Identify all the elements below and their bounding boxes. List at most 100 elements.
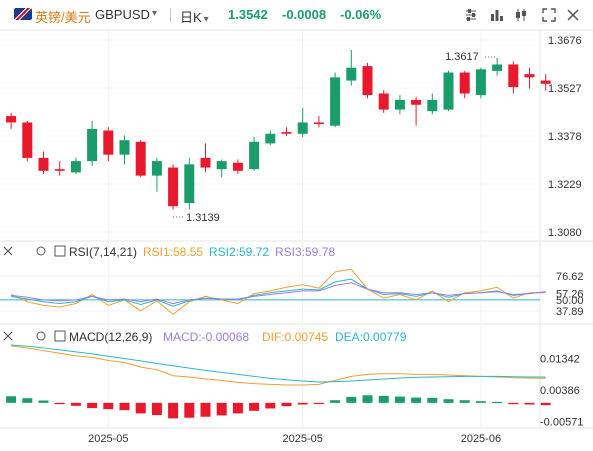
macd-histogram-bar [297, 402, 308, 405]
macd-histogram-bar [6, 396, 17, 403]
macd-histogram-bar [443, 399, 454, 403]
last-price: 1.3542 [228, 7, 268, 22]
macd-histogram-bar [394, 396, 405, 403]
candle-body [103, 130, 114, 155]
macd-line-dea [11, 344, 546, 383]
macd-axis-label: 0.01342 [540, 353, 580, 365]
macd-histogram-bar [200, 402, 211, 417]
bar-chart-icon[interactable] [490, 8, 504, 25]
price-axis-label: 1.3080 [548, 227, 582, 239]
rsi-header: RSI(7,14,21) [69, 245, 137, 259]
candle-body [378, 93, 389, 110]
macd-grid-icon [54, 330, 66, 342]
macd-histogram-bar [265, 402, 276, 409]
candle-body [297, 122, 308, 134]
interval-label: 日K [180, 10, 202, 25]
candle-body [135, 141, 146, 176]
rsi-legend-2: RSI2:59.72 [209, 245, 269, 259]
rsi-line-rsi3 [11, 282, 546, 305]
macd-legend-2: DIF:0.00745 [262, 330, 328, 344]
candle-body [330, 77, 341, 126]
macd-histogram-bar [216, 402, 227, 416]
macd-collapse-icon [3, 331, 13, 341]
candle-body [508, 64, 519, 88]
candle-body [492, 64, 503, 71]
macd-legend-1: MACD:-0.00068 [163, 330, 249, 344]
macd-axis-label: 0.00386 [540, 385, 580, 397]
macd-histogram-bar [524, 402, 535, 405]
candle-body [459, 72, 470, 94]
macd-settings-icon [36, 331, 46, 341]
macd-histogram-bar [411, 397, 422, 403]
gbp-usd-flag-icon [14, 8, 32, 20]
candle-body [216, 161, 227, 170]
rsi-axis-label: 50.00 [556, 295, 584, 307]
interval-caret-icon: ▾ [203, 14, 209, 25]
interval-selector[interactable]: 日K ▾ [180, 7, 209, 26]
macd-axis-label: -0.00571 [540, 417, 583, 429]
rsi-line-rsi2 [11, 278, 546, 307]
macd-histogram-bar [184, 402, 195, 418]
macd-histogram-bar [22, 398, 33, 403]
rsi-grid-icon [54, 245, 66, 257]
macd-histogram-bar [540, 402, 551, 406]
macd-histogram-bar [38, 400, 49, 403]
candle-body [119, 140, 130, 155]
rsi-line-rsi1 [10, 268, 546, 316]
candle-body [151, 161, 162, 176]
macd-histogram-bar [492, 401, 503, 404]
candle-body [281, 132, 292, 134]
time-axis-label: 2025-06 [461, 433, 501, 445]
settings-sliders-icon[interactable] [464, 8, 478, 25]
price-axis-label: 1.3527 [548, 83, 582, 95]
candle-body [6, 116, 17, 123]
candlestick-icon[interactable] [514, 8, 528, 25]
high-annotation: 1.3617 [445, 51, 479, 63]
time-axis-label: 2025-05 [283, 433, 323, 445]
rsi-legend-1: RSI1:58.55 [143, 245, 203, 259]
macd-histogram-bar [346, 396, 357, 403]
high-annotation-leader [485, 56, 498, 60]
toolbar: 英镑/美元 GBPUSD ▾ 日K ▾ 1.3542 -0.0008 -0.06% [0, 0, 593, 30]
macd-histogram-bar [249, 402, 260, 411]
macd-histogram-bar [378, 395, 389, 403]
candle-body [313, 122, 324, 125]
rsi-collapse-icon [3, 246, 13, 256]
price-axis-label: 1.3378 [548, 131, 582, 143]
macd-histogram-bar [103, 402, 114, 410]
macd-histogram-bar [330, 400, 341, 403]
candle-body [22, 122, 33, 158]
macd-histogram-bar [168, 402, 179, 419]
macd-histogram-bar [427, 397, 438, 403]
candle-body [87, 128, 98, 162]
pair-code[interactable]: GBPUSD [95, 7, 150, 22]
macd-header: MACD(12,26,9) [69, 330, 152, 344]
price-axis-label: 1.3229 [548, 179, 582, 191]
macd-line-dif [11, 345, 546, 386]
macd-histogram-bar [70, 402, 81, 406]
price-change-percent: -0.06% [340, 7, 382, 22]
candle-body [475, 69, 486, 96]
candle-body [524, 74, 535, 78]
macd-histogram-bar [151, 402, 162, 416]
rsi-settings-icon [36, 246, 46, 256]
candle-body [232, 162, 243, 171]
pair-name-cn[interactable]: 英镑/美元 [35, 10, 91, 25]
candle-body [168, 167, 179, 207]
candle-body [443, 72, 454, 110]
candle-body [70, 161, 81, 173]
candle-body [540, 80, 551, 84]
fullscreen-icon[interactable] [542, 8, 556, 25]
close-icon[interactable] [566, 8, 580, 25]
macd-histogram-bar [135, 402, 146, 414]
pair-dropdown-caret-icon[interactable]: ▾ [152, 8, 158, 19]
macd-histogram-bar [87, 402, 98, 409]
macd-histogram-bar [313, 402, 324, 405]
macd-histogram-bar [54, 402, 65, 405]
rsi-axis-label: 37.89 [556, 306, 584, 318]
price-change: -0.0008 [282, 7, 327, 22]
candle-body [346, 67, 357, 81]
macd-legend-3: DEA:0.00779 [335, 330, 407, 344]
macd-histogram-bar [508, 402, 519, 405]
